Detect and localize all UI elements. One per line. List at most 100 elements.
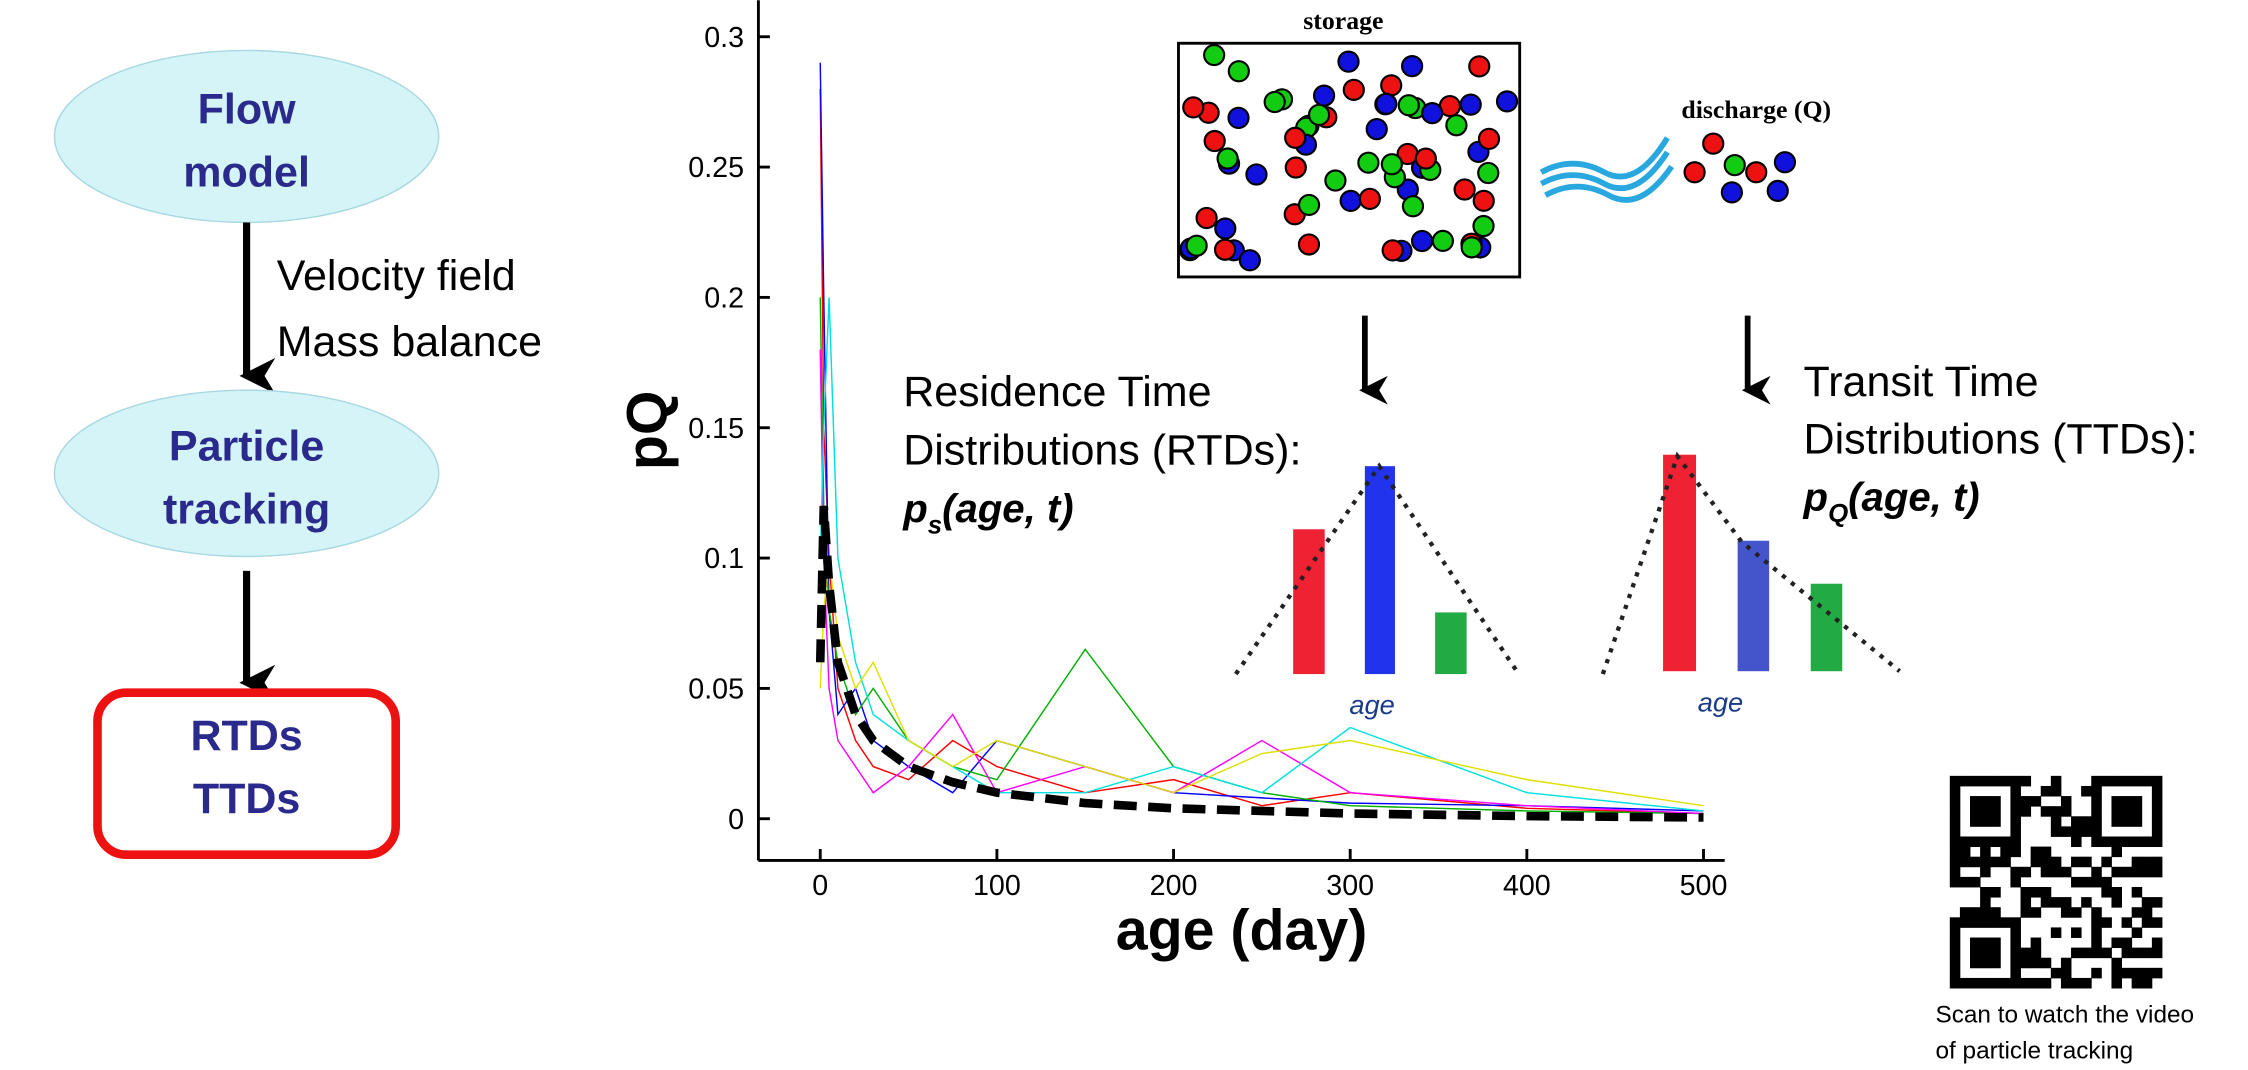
qr-module bbox=[2141, 967, 2153, 979]
particle bbox=[1380, 74, 1403, 97]
qr-module bbox=[1970, 977, 1981, 989]
qr-module bbox=[1970, 816, 1981, 827]
qr-caption: Scan to watch the video bbox=[1935, 1001, 2194, 1028]
qr-module bbox=[1990, 917, 2001, 928]
qr-module bbox=[2050, 775, 2062, 787]
qr-module bbox=[2151, 775, 2163, 787]
qr-module bbox=[2131, 866, 2143, 878]
qr-module bbox=[2141, 775, 2153, 787]
qr-module bbox=[2111, 796, 2122, 807]
edge-label: Mass balance bbox=[277, 318, 542, 366]
x-axis-label: age (day) bbox=[1116, 898, 1368, 962]
qr-module bbox=[1980, 947, 1991, 959]
qr-module bbox=[2151, 937, 2163, 949]
particle bbox=[1401, 55, 1424, 78]
qr-module bbox=[1949, 977, 1961, 989]
qr-module bbox=[2091, 785, 2102, 797]
qr-module bbox=[2081, 785, 2092, 797]
qr-module bbox=[2040, 977, 2052, 989]
qr-module bbox=[2111, 866, 2122, 878]
qr-module bbox=[2121, 917, 2133, 928]
qr-module bbox=[1990, 856, 2001, 868]
qr-module bbox=[2091, 806, 2102, 817]
qr-module bbox=[1980, 866, 1991, 878]
qr-module bbox=[1990, 796, 2001, 807]
qr-module bbox=[2030, 887, 2042, 898]
node-text: tracking bbox=[163, 486, 330, 534]
qr-module bbox=[2050, 856, 2062, 868]
qr-module bbox=[1990, 836, 2001, 848]
ttd-title: Transit Time bbox=[1804, 358, 2039, 406]
qr-module bbox=[1949, 785, 1961, 797]
qr-module bbox=[2111, 937, 2122, 949]
particles bbox=[1178, 43, 1797, 272]
qr-module bbox=[2121, 796, 2133, 807]
particle bbox=[1431, 229, 1455, 253]
qr-module bbox=[2151, 917, 2163, 928]
particle bbox=[1745, 161, 1768, 184]
qr-module bbox=[2091, 937, 2102, 949]
particle bbox=[1203, 43, 1226, 67]
qr-module bbox=[2091, 876, 2102, 888]
qr-module bbox=[2091, 967, 2102, 979]
qr-module bbox=[2081, 977, 2092, 989]
subscript: Q bbox=[1828, 500, 1848, 528]
particle bbox=[1401, 195, 1425, 218]
qr-module bbox=[1980, 887, 1991, 898]
qr-module bbox=[2010, 806, 2021, 817]
qr-module bbox=[2111, 977, 2122, 989]
discharge-label: discharge (Q) bbox=[1681, 95, 1831, 124]
qr-module bbox=[1949, 816, 1961, 827]
x-tick-label: 300 bbox=[1326, 870, 1374, 902]
ttd-symbol: pQ(age, t) bbox=[1803, 475, 1980, 528]
qr-module bbox=[2151, 866, 2163, 878]
rtd-symbol: ps(age, t) bbox=[902, 486, 1073, 539]
qr-module bbox=[1980, 897, 1991, 908]
qr-module bbox=[2000, 856, 2011, 868]
qr-module bbox=[1959, 846, 1971, 858]
qr-module bbox=[2081, 856, 2092, 868]
qr-module bbox=[1990, 947, 2001, 959]
qr-module bbox=[2010, 846, 2021, 858]
qr-module bbox=[2000, 917, 2011, 928]
qr-module bbox=[2010, 967, 2021, 979]
qr-module bbox=[1970, 957, 1981, 969]
qr-module bbox=[2040, 785, 2052, 797]
qr-module bbox=[2071, 947, 2082, 959]
qr-module bbox=[2141, 917, 2153, 928]
qr-module bbox=[2091, 866, 2102, 878]
qr-module bbox=[2111, 806, 2122, 817]
particle bbox=[1421, 102, 1444, 125]
y-tick-label: 0 bbox=[728, 804, 744, 836]
qr-module bbox=[1990, 937, 2001, 949]
qr-module bbox=[2101, 947, 2112, 959]
particle bbox=[1380, 153, 1403, 176]
qr-module bbox=[2111, 775, 2122, 787]
qr-module bbox=[2071, 836, 2082, 848]
qr-module bbox=[2131, 907, 2143, 918]
particle bbox=[1203, 129, 1226, 153]
qr-module bbox=[2141, 907, 2153, 918]
qr-module bbox=[2020, 897, 2032, 908]
y-tick-label: 0.15 bbox=[688, 413, 744, 445]
qr-module bbox=[2020, 977, 2032, 989]
qr-module bbox=[2121, 937, 2133, 949]
series-line bbox=[819, 557, 1704, 807]
qr-module bbox=[1959, 836, 1971, 848]
qr-module bbox=[2091, 775, 2102, 787]
qr-module bbox=[2101, 856, 2112, 868]
qr-module bbox=[2121, 836, 2133, 848]
y-tick-label: 0.3 bbox=[704, 22, 744, 54]
qr-module bbox=[2000, 977, 2011, 989]
qr-module bbox=[2040, 806, 2052, 817]
qr-module bbox=[2010, 816, 2021, 827]
qr-module bbox=[2081, 947, 2092, 959]
qr-module bbox=[2131, 887, 2143, 898]
qr-module bbox=[1970, 796, 1981, 807]
qr-module bbox=[2040, 866, 2052, 878]
qr-module bbox=[2010, 957, 2021, 969]
particle bbox=[1723, 154, 1746, 177]
x-tick-label: 400 bbox=[1503, 870, 1551, 902]
qr-module bbox=[2010, 917, 2021, 928]
